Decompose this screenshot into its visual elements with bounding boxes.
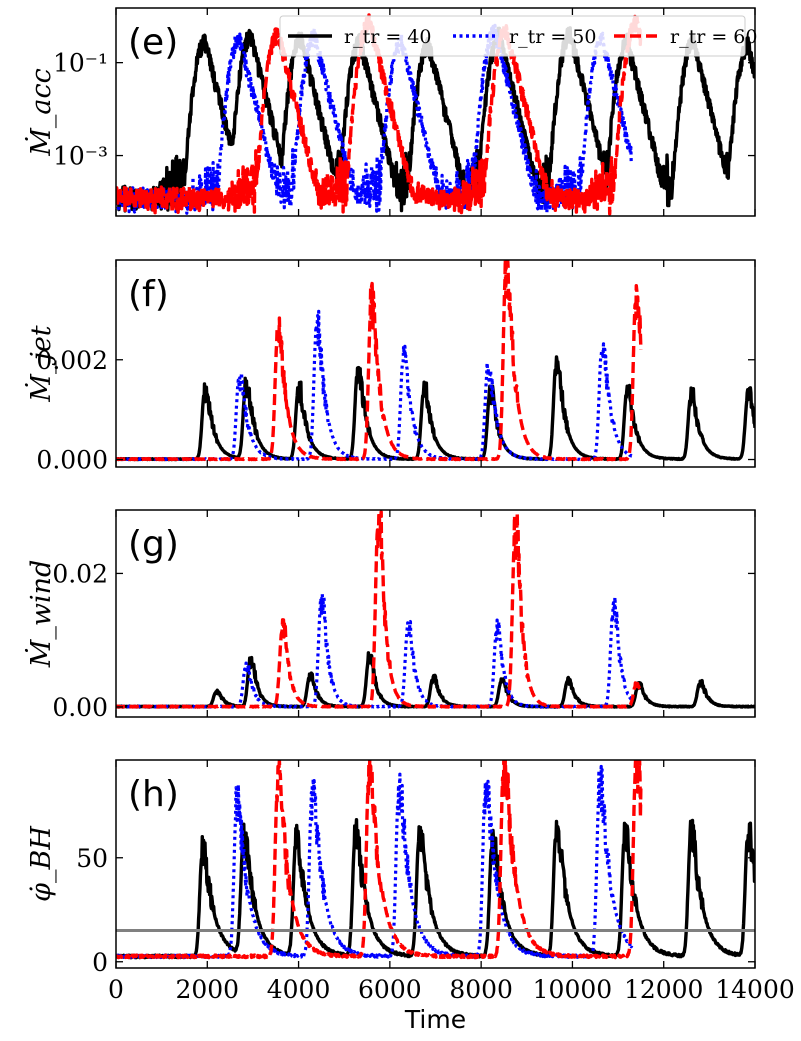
legend-label-rtr60: r_tr = 60 [670, 26, 757, 48]
legend: r_tr = 40 r_tr = 50 r_tr = 60 [279, 15, 757, 57]
panel-label-g: (g) [128, 524, 179, 565]
legend-label-rtr50: r_tr = 50 [509, 26, 596, 48]
panel-label-f: (f) [128, 274, 169, 315]
ytick-label: 10⁻¹ [53, 49, 108, 78]
legend-label-rtr40: r_tr = 40 [344, 26, 431, 48]
series-layer-f [116, 260, 755, 462]
legend-box [279, 15, 746, 57]
series-line-f-rtr60 [116, 260, 643, 462]
axes-frame-h [115, 759, 756, 969]
tick-layer-e: 10⁻¹ 10⁻³ [53, 8, 756, 216]
series-line-e-rtr40 [116, 26, 755, 213]
panel-f: 0.000 0.002 (f) Ṁ_jet [24, 259, 756, 475]
ylabel-g: Ṁ_wind [24, 560, 57, 669]
tick-layer-h: 0 50 0 2000 4000 6000 8000 10000 12000 14000 [76, 760, 795, 1004]
panel-label-e: (e) [128, 22, 178, 63]
series-line-h-rtr40 [116, 818, 755, 960]
ytick-label: 10⁻³ [53, 142, 108, 171]
xtick-label: 4000 [267, 975, 331, 1004]
ytick-label: 0.00 [52, 693, 108, 722]
panel-g: 0.00 0.02 (g) Ṁ_wind [24, 509, 756, 722]
tick-layer-f: 0.000 0.002 [36, 260, 756, 475]
xtick-label: 12000 [624, 975, 704, 1004]
ylabel-f: Ṁ_jet [24, 325, 57, 402]
series-line-f-rtr40 [116, 355, 755, 462]
axes-frame-e [115, 7, 756, 217]
xlabel: Time [404, 1005, 466, 1034]
xtick-label: 14000 [715, 975, 795, 1004]
ytick-label: 0.000 [36, 446, 108, 475]
ytick-label: 0 [92, 948, 108, 977]
ylabel-e: Ṁ_acc [24, 68, 57, 157]
panel-e: 10⁻¹ 10⁻³ (e) Ṁ_acc r_tr = 40 r_tr = 50 r… [24, 7, 757, 217]
xtick-label: 10000 [533, 975, 613, 1004]
xtick-label: 2000 [175, 975, 239, 1004]
axes-frame-g [115, 509, 756, 718]
xtick-label: 0 [108, 975, 124, 1004]
xtick-label: 8000 [449, 975, 513, 1004]
tick-layer-g: 0.00 0.02 [52, 510, 756, 722]
series-layer-g [116, 510, 755, 709]
panel-label-h: (h) [128, 774, 179, 815]
xtick-label: 6000 [358, 975, 422, 1004]
series-layer-h [116, 760, 755, 960]
series-line-g-rtr40 [116, 651, 755, 709]
ytick-label: 50 [76, 844, 108, 873]
ylabel-h: φ̇_BH [26, 826, 57, 902]
ytick-label: 0.02 [52, 559, 108, 588]
ytick-label: 0.002 [36, 346, 108, 375]
axes-frame-f [115, 259, 756, 468]
series-line-h-rtr60 [116, 760, 643, 960]
series-line-g-rtr60 [116, 510, 643, 709]
